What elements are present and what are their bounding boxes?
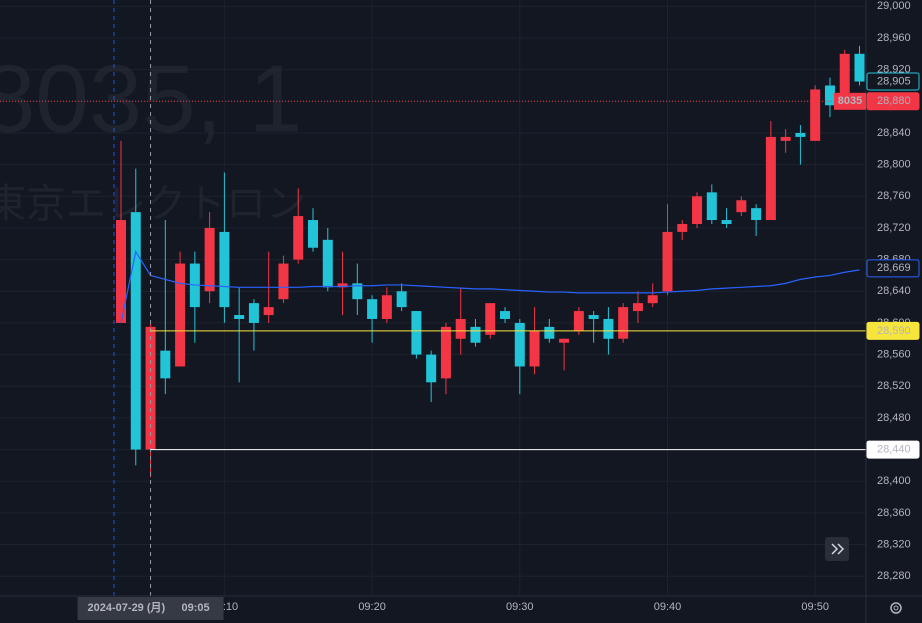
- symbol-watermark: 8035, 1: [0, 45, 302, 152]
- y-tick-label: 28,840: [877, 127, 911, 139]
- candle-body: [854, 53, 865, 82]
- candle-body: [145, 326, 156, 450]
- candle-body: [160, 350, 171, 379]
- candle-body: [485, 303, 496, 335]
- price-tag: [866, 72, 920, 91]
- candle-body: [204, 227, 215, 292]
- y-tick-label: 28,360: [877, 507, 911, 519]
- x-tick-label: 09:20: [358, 601, 386, 613]
- settings-button[interactable]: [890, 602, 902, 614]
- candle-body: [308, 220, 319, 248]
- price-tag: [866, 440, 920, 459]
- x-tick-label: 09:50: [801, 601, 829, 613]
- y-tick-label: 29,000: [877, 0, 911, 12]
- y-tick-label: 28,640: [877, 285, 911, 297]
- y-tick-label: 28,760: [877, 190, 911, 202]
- candle-body: [662, 231, 673, 292]
- axes: 28,280 28,320 28,360 28,400 28,440 28,480 28,5…: [77, 0, 920, 620]
- price-tag-label: 28,590: [877, 325, 911, 337]
- candle-body: [765, 136, 776, 221]
- candle-body: [839, 53, 850, 106]
- price-tag-label: 28,905: [877, 75, 911, 87]
- candle-body: [544, 326, 555, 339]
- candle-body: [219, 231, 230, 308]
- candle-body: [263, 307, 274, 316]
- candle-body: [381, 295, 392, 319]
- price-tag: [866, 259, 920, 278]
- crosshair-time: 09:05: [182, 602, 210, 614]
- y-tick-label: 28,560: [877, 348, 911, 360]
- plot: [0, 0, 866, 596]
- y-tick-label: 28,520: [877, 380, 911, 392]
- candle-body: [367, 299, 378, 319]
- candle-body: [426, 354, 437, 383]
- crosshair-time-box: [77, 597, 224, 620]
- candle-body: [810, 89, 821, 141]
- y-tick-label: 28,480: [877, 412, 911, 424]
- candle-body: [618, 307, 629, 339]
- price-tag-label: 28,440: [877, 443, 911, 455]
- y-tick-label: 28,960: [877, 32, 911, 44]
- candle-body: [500, 311, 511, 319]
- candle-body: [278, 263, 289, 300]
- candle-body: [736, 200, 747, 213]
- candle-body: [706, 192, 717, 221]
- candle-body: [234, 315, 245, 319]
- symbol-tag-label: 8035: [838, 95, 862, 107]
- candle-body: [795, 132, 806, 137]
- candle-body: [396, 291, 407, 308]
- y-tick-label: 28,720: [877, 222, 911, 234]
- candle-body: [751, 208, 762, 221]
- candle-body: [322, 239, 333, 288]
- candle-body: [559, 338, 570, 343]
- candle-body: [603, 318, 614, 339]
- y-tick-label: 28,800: [877, 159, 911, 171]
- candle-body: [780, 136, 791, 141]
- candle-body: [573, 311, 584, 331]
- candle-body: [130, 212, 141, 450]
- x-tick-label: 09:40: [654, 601, 682, 613]
- candle-body: [647, 295, 658, 304]
- grid: [0, 0, 866, 596]
- candle-body: [248, 303, 259, 323]
- candle-body: [293, 216, 304, 260]
- y-tick-label: 28,400: [877, 475, 911, 487]
- candle-body: [455, 318, 466, 339]
- price-tag: [866, 92, 920, 111]
- candle-body: [514, 322, 525, 367]
- candle-body: [175, 263, 186, 367]
- candle-body: [632, 303, 643, 312]
- x-tick-label: 09:30: [506, 601, 534, 613]
- ma-line: [120, 250, 860, 324]
- candle-body: [721, 220, 732, 224]
- candle-body: [677, 223, 688, 232]
- candle-body: [337, 283, 348, 288]
- price-tag-label: 28,880: [877, 95, 911, 107]
- y-tick-label: 28,280: [877, 570, 911, 582]
- crosshair-date: 2024-07-29 (月): [88, 601, 166, 614]
- candle-body: [529, 330, 540, 367]
- candle-body: [470, 326, 481, 343]
- price-tag: [866, 321, 920, 340]
- name-watermark: 東京エレクトロン: [0, 181, 306, 227]
- price-tag-label: 28,669: [877, 262, 911, 274]
- candle-body: [824, 85, 835, 106]
- candle-body: [440, 326, 451, 379]
- candle-body: [116, 220, 126, 323]
- candle-body: [352, 283, 363, 300]
- candle-body: [411, 311, 422, 355]
- scroll-button[interactable]: [825, 537, 849, 561]
- y-tick-label: 28,320: [877, 538, 911, 550]
- candle-body: [588, 315, 599, 319]
- candle-body: [692, 196, 703, 224]
- symbol-tag: [834, 92, 866, 110]
